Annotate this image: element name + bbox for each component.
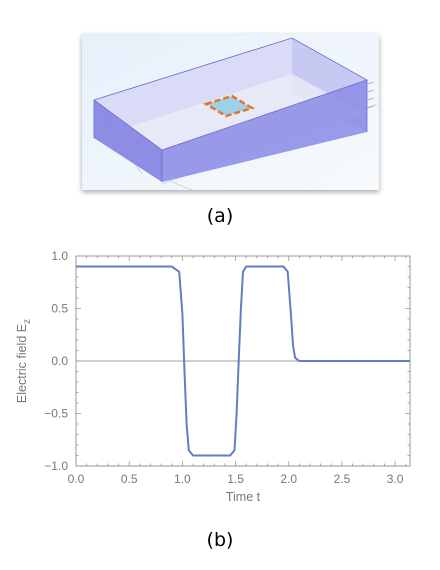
box-front-face	[162, 80, 367, 182]
y-axis-title: Electric field Ez	[15, 319, 33, 403]
x-tick-label: 1.0	[174, 472, 191, 486]
x-tick-label: 1.5	[227, 472, 244, 486]
source-outline	[202, 94, 256, 118]
series-line-ez	[76, 265, 410, 457]
tick-marks	[75, 255, 410, 467]
y-tick-label: 0.0	[51, 354, 68, 368]
x-tick-label: 3.0	[387, 472, 404, 486]
x-tick-label: 0.0	[68, 472, 85, 486]
y-axis-title-main: Electric field E	[15, 324, 29, 403]
x-tick-label: 2.5	[334, 472, 351, 486]
y-tick-label: 0.5	[51, 302, 68, 316]
panel-b-caption: (b)	[206, 529, 234, 551]
electric-field-chart: 1.00.50.0−0.5−1.0 0.0 0.5 1.0 1.5 2.0 2.5 3.0 …	[15, 249, 411, 504]
3d-box-render	[82, 34, 379, 191]
y-tick-label: −1.0	[44, 459, 68, 473]
box-edges	[93, 37, 368, 182]
y-axis-title-subscript: z	[22, 319, 33, 324]
y-tick-label: −0.5	[44, 407, 68, 421]
x-tick-label: 0.5	[121, 472, 138, 486]
x-axis-title: Time t	[226, 490, 261, 504]
panel-a-caption: (a)	[206, 205, 234, 227]
x-tick-labels: 0.0 0.5 1.0 1.5 2.0 2.5 3.0	[68, 472, 404, 486]
axis-ticks	[366, 81, 375, 109]
y-tick-label: 1.0	[51, 249, 68, 263]
box-left-face	[94, 100, 162, 182]
panel-a-3d-render	[82, 34, 379, 191]
y-tick-labels: 1.0 0.5 0.0 −0.5 −1.0	[44, 249, 68, 473]
x-tick-label: 2.0	[280, 472, 297, 486]
